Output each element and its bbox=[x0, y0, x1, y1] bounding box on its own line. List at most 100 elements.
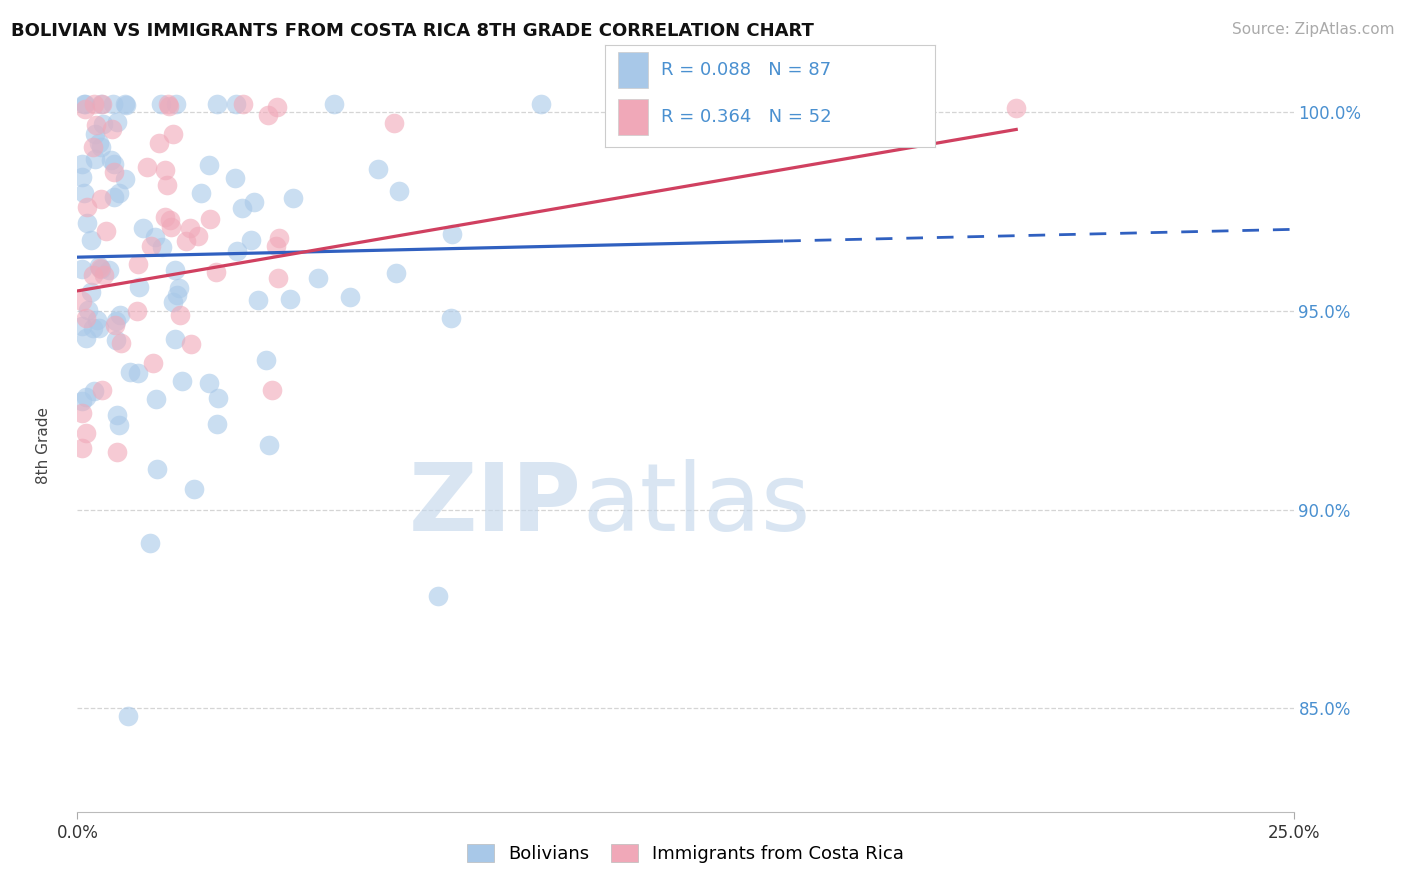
Point bbox=[131, 220, 153, 235]
Point bbox=[117, 709, 139, 723]
Point bbox=[70, 318, 93, 333]
Point bbox=[157, 99, 180, 113]
Point bbox=[307, 271, 329, 285]
Point bbox=[70, 262, 93, 277]
Point bbox=[224, 170, 246, 185]
Point bbox=[73, 186, 96, 201]
Point bbox=[388, 184, 411, 198]
Bar bbox=[617, 99, 648, 135]
Point bbox=[176, 234, 198, 248]
Point bbox=[269, 231, 291, 245]
Point bbox=[267, 271, 290, 285]
Text: BOLIVIAN VS IMMIGRANTS FROM COSTA RICA 8TH GRADE CORRELATION CHART: BOLIVIAN VS IMMIGRANTS FROM COSTA RICA 8… bbox=[11, 22, 814, 40]
Point bbox=[339, 290, 361, 304]
Text: atlas: atlas bbox=[582, 458, 810, 550]
Point bbox=[190, 186, 212, 201]
Point bbox=[80, 233, 103, 247]
Text: R = 0.364   N = 52: R = 0.364 N = 52 bbox=[661, 108, 831, 126]
Point bbox=[198, 376, 221, 390]
Point bbox=[232, 97, 254, 112]
Point bbox=[70, 294, 93, 309]
Point bbox=[118, 365, 141, 379]
Point bbox=[90, 140, 112, 154]
Point bbox=[165, 97, 187, 112]
Point bbox=[281, 191, 304, 205]
Point bbox=[205, 265, 228, 279]
Point bbox=[75, 311, 97, 326]
Point bbox=[143, 230, 166, 244]
Point bbox=[75, 425, 97, 440]
Point bbox=[243, 194, 266, 209]
Point bbox=[96, 224, 118, 238]
Point bbox=[82, 321, 104, 335]
Point bbox=[91, 116, 114, 130]
Point bbox=[384, 266, 406, 280]
Point bbox=[93, 268, 115, 283]
Point bbox=[84, 152, 107, 166]
Point bbox=[115, 97, 138, 112]
Point bbox=[169, 308, 191, 322]
Point bbox=[247, 293, 270, 307]
Point bbox=[150, 97, 173, 112]
Point bbox=[145, 392, 167, 407]
Point bbox=[170, 374, 193, 388]
Point bbox=[323, 97, 346, 112]
Legend: Bolivians, Immigrants from Costa Rica: Bolivians, Immigrants from Costa Rica bbox=[457, 835, 914, 872]
Point bbox=[166, 287, 188, 301]
Point bbox=[103, 156, 125, 170]
Point bbox=[73, 97, 96, 112]
Point bbox=[90, 262, 112, 277]
Point bbox=[100, 153, 122, 167]
Point bbox=[86, 312, 108, 326]
Text: ZIP: ZIP bbox=[409, 458, 582, 550]
Point bbox=[70, 441, 93, 455]
Point bbox=[127, 366, 149, 380]
Point bbox=[262, 384, 284, 398]
Point bbox=[136, 160, 159, 174]
Point bbox=[105, 314, 128, 328]
Point bbox=[183, 482, 205, 496]
Text: 8th Grade: 8th Grade bbox=[35, 408, 51, 484]
Point bbox=[70, 406, 93, 420]
Point bbox=[89, 321, 111, 335]
Point bbox=[82, 268, 104, 282]
Point bbox=[103, 165, 125, 179]
Point bbox=[162, 295, 184, 310]
Point bbox=[104, 318, 127, 332]
Point bbox=[163, 332, 186, 346]
Point bbox=[153, 163, 176, 178]
Point bbox=[83, 97, 105, 112]
Point bbox=[186, 229, 208, 244]
Point bbox=[105, 114, 128, 128]
Point bbox=[90, 97, 112, 112]
Point bbox=[76, 200, 98, 214]
Point bbox=[77, 302, 100, 317]
Point bbox=[72, 157, 94, 171]
Point bbox=[75, 331, 97, 345]
Point bbox=[231, 201, 253, 215]
Point bbox=[1005, 101, 1028, 115]
Point bbox=[87, 259, 110, 273]
Point bbox=[107, 445, 129, 459]
Point bbox=[70, 394, 93, 409]
Point bbox=[139, 239, 162, 253]
Point bbox=[110, 309, 132, 323]
Point bbox=[79, 285, 101, 299]
Point bbox=[101, 122, 124, 136]
Point bbox=[162, 127, 184, 141]
Point bbox=[257, 438, 280, 452]
Point bbox=[159, 213, 181, 227]
Point bbox=[125, 304, 148, 318]
Point bbox=[150, 240, 173, 254]
Point bbox=[127, 257, 149, 271]
Point bbox=[142, 356, 165, 370]
Point bbox=[205, 417, 228, 431]
Point bbox=[266, 100, 288, 114]
Point bbox=[84, 127, 107, 141]
Point bbox=[90, 383, 112, 397]
Point bbox=[148, 136, 170, 150]
Point bbox=[73, 97, 96, 112]
Point bbox=[440, 310, 463, 325]
Point bbox=[278, 293, 301, 307]
Point bbox=[167, 281, 190, 295]
